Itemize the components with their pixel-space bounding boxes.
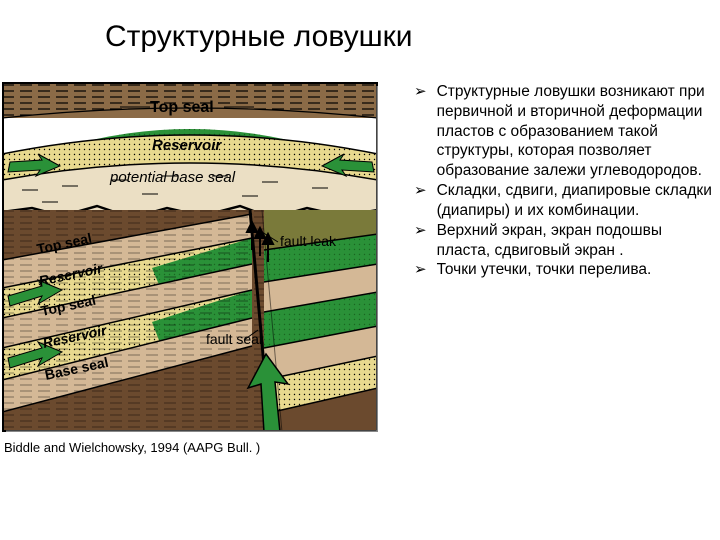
page-title: Структурные ловушки <box>105 20 413 54</box>
label-fault-leak: fault leak <box>280 233 337 249</box>
bullet-item: ➢ Верхний экран, экран подошвы пласта, с… <box>414 221 718 261</box>
bullet-marker-icon: ➢ <box>414 82 427 102</box>
bullet-marker-icon: ➢ <box>414 221 427 241</box>
bullet-item: ➢ Точки утечки, точки перелива. <box>414 260 718 280</box>
bullet-marker-icon: ➢ <box>414 181 427 201</box>
label-potential-base-seal: potential base seal <box>109 169 236 186</box>
bullet-text: Складки, сдвиги, диапировые складки (диа… <box>437 181 718 221</box>
bullet-text: Структурные ловушки возникают при первич… <box>437 82 718 181</box>
bullet-item: ➢ Структурные ловушки возникают при перв… <box>414 82 718 181</box>
bullet-list: ➢ Структурные ловушки возникают при перв… <box>414 82 718 280</box>
bullet-text: Верхний экран, экран подошвы пласта, сдв… <box>437 221 718 261</box>
bullet-marker-icon: ➢ <box>414 260 427 280</box>
label-top-seal-upper: Top seal <box>150 99 214 116</box>
diagram-caption: Biddle and Wielchowsky, 1994 (AAPG Bull.… <box>4 440 260 455</box>
geology-diagram: Top seal Reservoir potential base seal T… <box>2 82 378 432</box>
bullet-item: ➢ Складки, сдвиги, диапировые складки (д… <box>414 181 718 221</box>
label-reservoir-upper: Reservoir <box>152 137 222 154</box>
bullet-text: Точки утечки, точки перелива. <box>437 260 652 280</box>
